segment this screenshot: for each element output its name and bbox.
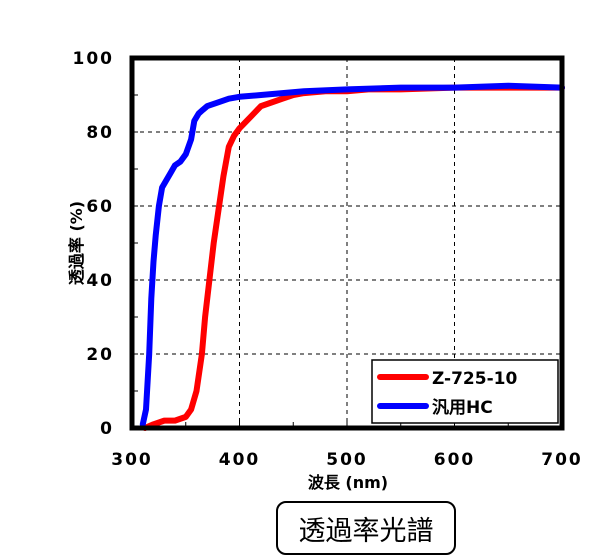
y-tick-label: 0: [100, 419, 114, 439]
legend: Z-725-10 汎用HC: [371, 359, 559, 424]
y-tick-label: 60: [86, 197, 114, 217]
x-tick-labels: 300 400 500 600 700: [111, 450, 583, 470]
grid-lines: [132, 58, 562, 428]
series-line-1: [139, 82, 565, 428]
transmittance-chart: 300 400 500 600 700 0 20 40 60 80 100 波長 (nm) 透過率…: [67, 49, 583, 492]
x-tick-label: 400: [219, 450, 261, 470]
x-tick-label: 300: [111, 450, 153, 470]
series-lines: [139, 82, 565, 431]
x-axis-label: 波長 (nm): [308, 473, 388, 492]
x-tick-label: 600: [434, 450, 476, 470]
legend-box: [371, 359, 559, 424]
y-tick-label: 20: [86, 345, 114, 365]
y-tick-label: 40: [86, 271, 114, 291]
legend-label-hc: 汎用HC: [432, 397, 493, 418]
x-tick-label: 700: [541, 450, 583, 470]
x-tick-label: 500: [326, 450, 368, 470]
y-axis-label: 透過率 (%): [67, 201, 86, 285]
legend-label-z725: Z-725-10: [432, 369, 517, 389]
y-tick-label: 80: [86, 123, 114, 143]
y-tick-labels: 0 20 40 60 80 100: [73, 49, 115, 439]
chart-caption: 透過率光譜: [276, 501, 456, 555]
y-tick-label: 100: [73, 49, 115, 69]
